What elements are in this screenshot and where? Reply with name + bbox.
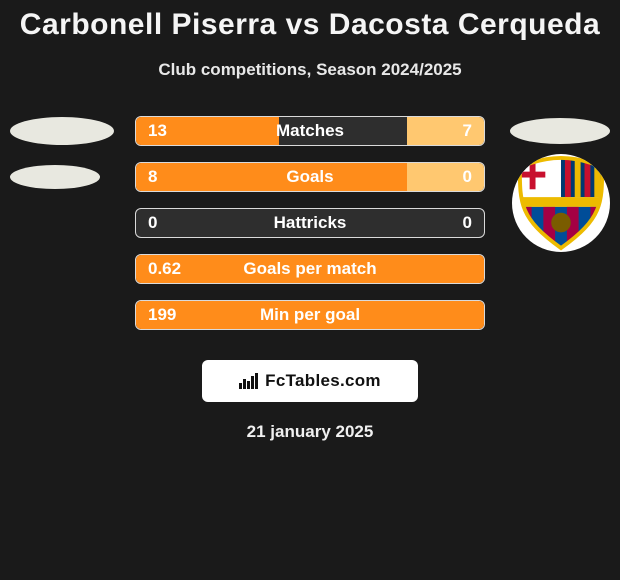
stat-row: 137Matches xyxy=(0,108,620,154)
subtitle: Club competitions, Season 2024/2025 xyxy=(0,60,620,80)
footer-brand-box: FcTables.com xyxy=(202,360,418,402)
player-right-badge xyxy=(510,118,610,144)
stat-label: Hattricks xyxy=(136,213,484,233)
date-text: 21 january 2025 xyxy=(0,422,620,442)
stat-label: Matches xyxy=(136,121,484,141)
comparison-rows: 137Matches 80Goals 00Hattricks 0.62Goals p… xyxy=(0,108,620,338)
stat-bar: 0.62Goals per match xyxy=(135,254,485,284)
stat-label: Goals xyxy=(136,167,484,187)
page-title: Carbonell Piserra vs Dacosta Cerqueda xyxy=(0,0,620,42)
stat-row: 199Min per goal xyxy=(0,292,620,338)
stat-bar: 80Goals xyxy=(135,162,485,192)
stat-label: Min per goal xyxy=(136,305,484,325)
footer-brand-text: FcTables.com xyxy=(265,371,381,391)
stat-bar: 199Min per goal xyxy=(135,300,485,330)
stat-bar: 00Hattricks xyxy=(135,208,485,238)
player-left-badge xyxy=(10,117,114,145)
stat-label: Goals per match xyxy=(136,259,484,279)
player-left-badge xyxy=(10,165,100,189)
bar-chart-icon xyxy=(239,373,259,389)
stat-row: 0.62Goals per match xyxy=(0,246,620,292)
stat-row: 80Goals xyxy=(0,154,620,200)
stat-row: 00Hattricks xyxy=(0,200,620,246)
stat-bar: 137Matches xyxy=(135,116,485,146)
